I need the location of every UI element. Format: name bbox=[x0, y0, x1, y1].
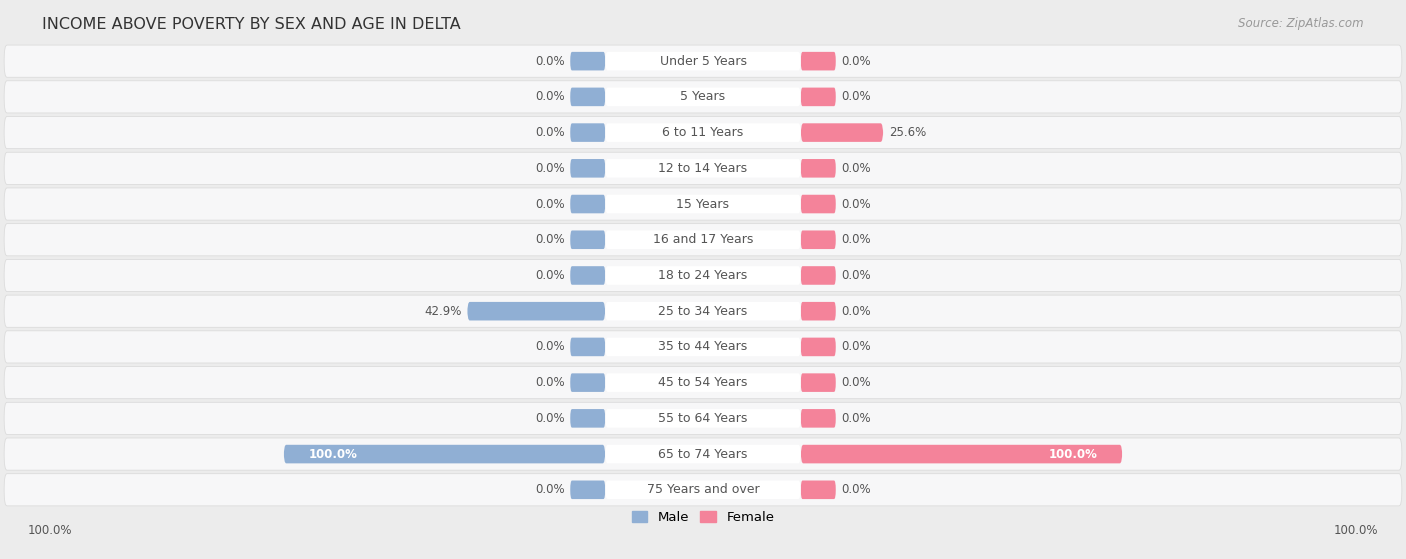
FancyBboxPatch shape bbox=[4, 81, 1402, 113]
FancyBboxPatch shape bbox=[605, 230, 801, 249]
FancyBboxPatch shape bbox=[605, 445, 801, 463]
FancyBboxPatch shape bbox=[4, 295, 1402, 327]
FancyBboxPatch shape bbox=[4, 188, 1402, 220]
Text: 25 to 34 Years: 25 to 34 Years bbox=[658, 305, 748, 318]
FancyBboxPatch shape bbox=[4, 402, 1402, 434]
Text: 100.0%: 100.0% bbox=[1049, 448, 1098, 461]
FancyBboxPatch shape bbox=[4, 259, 1402, 292]
FancyBboxPatch shape bbox=[571, 88, 605, 106]
Text: 0.0%: 0.0% bbox=[841, 305, 870, 318]
FancyBboxPatch shape bbox=[571, 481, 605, 499]
FancyBboxPatch shape bbox=[571, 266, 605, 285]
FancyBboxPatch shape bbox=[801, 195, 835, 214]
FancyBboxPatch shape bbox=[571, 338, 605, 356]
Text: 0.0%: 0.0% bbox=[841, 91, 870, 103]
FancyBboxPatch shape bbox=[605, 52, 801, 70]
FancyBboxPatch shape bbox=[605, 124, 801, 142]
FancyBboxPatch shape bbox=[571, 159, 605, 178]
FancyBboxPatch shape bbox=[467, 302, 605, 320]
FancyBboxPatch shape bbox=[605, 481, 801, 499]
Text: INCOME ABOVE POVERTY BY SEX AND AGE IN DELTA: INCOME ABOVE POVERTY BY SEX AND AGE IN D… bbox=[42, 17, 461, 32]
Text: 0.0%: 0.0% bbox=[536, 197, 565, 211]
Text: 42.9%: 42.9% bbox=[425, 305, 461, 318]
Text: 0.0%: 0.0% bbox=[841, 55, 870, 68]
Text: 0.0%: 0.0% bbox=[841, 162, 870, 175]
FancyBboxPatch shape bbox=[4, 367, 1402, 399]
Text: 0.0%: 0.0% bbox=[536, 55, 565, 68]
FancyBboxPatch shape bbox=[605, 302, 801, 320]
Text: 45 to 54 Years: 45 to 54 Years bbox=[658, 376, 748, 389]
Text: 0.0%: 0.0% bbox=[841, 376, 870, 389]
Text: 0.0%: 0.0% bbox=[536, 91, 565, 103]
FancyBboxPatch shape bbox=[801, 302, 835, 320]
FancyBboxPatch shape bbox=[4, 331, 1402, 363]
FancyBboxPatch shape bbox=[801, 373, 835, 392]
FancyBboxPatch shape bbox=[571, 230, 605, 249]
FancyBboxPatch shape bbox=[571, 124, 605, 142]
Text: 16 and 17 Years: 16 and 17 Years bbox=[652, 233, 754, 247]
Text: 15 Years: 15 Years bbox=[676, 197, 730, 211]
Text: 0.0%: 0.0% bbox=[536, 376, 565, 389]
FancyBboxPatch shape bbox=[801, 481, 835, 499]
Text: 35 to 44 Years: 35 to 44 Years bbox=[658, 340, 748, 353]
Text: 18 to 24 Years: 18 to 24 Years bbox=[658, 269, 748, 282]
FancyBboxPatch shape bbox=[4, 152, 1402, 184]
FancyBboxPatch shape bbox=[4, 45, 1402, 77]
FancyBboxPatch shape bbox=[801, 230, 835, 249]
FancyBboxPatch shape bbox=[4, 438, 1402, 470]
Text: 0.0%: 0.0% bbox=[841, 197, 870, 211]
Text: 0.0%: 0.0% bbox=[536, 126, 565, 139]
Text: Under 5 Years: Under 5 Years bbox=[659, 55, 747, 68]
FancyBboxPatch shape bbox=[801, 266, 835, 285]
Text: 0.0%: 0.0% bbox=[841, 233, 870, 247]
FancyBboxPatch shape bbox=[801, 124, 883, 142]
FancyBboxPatch shape bbox=[801, 52, 835, 70]
FancyBboxPatch shape bbox=[801, 445, 1122, 463]
Text: 100.0%: 100.0% bbox=[308, 448, 357, 461]
Text: 0.0%: 0.0% bbox=[536, 162, 565, 175]
Text: 75 Years and over: 75 Years and over bbox=[647, 484, 759, 496]
FancyBboxPatch shape bbox=[801, 409, 835, 428]
FancyBboxPatch shape bbox=[571, 52, 605, 70]
FancyBboxPatch shape bbox=[801, 159, 835, 178]
FancyBboxPatch shape bbox=[605, 159, 801, 178]
Text: 0.0%: 0.0% bbox=[536, 412, 565, 425]
FancyBboxPatch shape bbox=[605, 338, 801, 356]
Text: 0.0%: 0.0% bbox=[841, 340, 870, 353]
Text: 5 Years: 5 Years bbox=[681, 91, 725, 103]
FancyBboxPatch shape bbox=[4, 116, 1402, 149]
Text: 0.0%: 0.0% bbox=[536, 340, 565, 353]
Text: 0.0%: 0.0% bbox=[536, 233, 565, 247]
FancyBboxPatch shape bbox=[605, 195, 801, 214]
FancyBboxPatch shape bbox=[605, 409, 801, 428]
Text: 55 to 64 Years: 55 to 64 Years bbox=[658, 412, 748, 425]
Text: 0.0%: 0.0% bbox=[841, 484, 870, 496]
Text: 25.6%: 25.6% bbox=[889, 126, 927, 139]
Text: 0.0%: 0.0% bbox=[841, 269, 870, 282]
Text: 0.0%: 0.0% bbox=[536, 269, 565, 282]
FancyBboxPatch shape bbox=[605, 373, 801, 392]
FancyBboxPatch shape bbox=[801, 338, 835, 356]
Text: 100.0%: 100.0% bbox=[1333, 524, 1378, 537]
Text: 0.0%: 0.0% bbox=[841, 412, 870, 425]
Text: 100.0%: 100.0% bbox=[28, 524, 73, 537]
FancyBboxPatch shape bbox=[284, 445, 605, 463]
Text: 65 to 74 Years: 65 to 74 Years bbox=[658, 448, 748, 461]
FancyBboxPatch shape bbox=[4, 473, 1402, 506]
Text: Source: ZipAtlas.com: Source: ZipAtlas.com bbox=[1239, 17, 1364, 30]
Legend: Male, Female: Male, Female bbox=[626, 505, 780, 529]
FancyBboxPatch shape bbox=[605, 88, 801, 106]
FancyBboxPatch shape bbox=[571, 195, 605, 214]
FancyBboxPatch shape bbox=[571, 409, 605, 428]
FancyBboxPatch shape bbox=[801, 88, 835, 106]
FancyBboxPatch shape bbox=[571, 373, 605, 392]
Text: 6 to 11 Years: 6 to 11 Years bbox=[662, 126, 744, 139]
Text: 12 to 14 Years: 12 to 14 Years bbox=[658, 162, 748, 175]
FancyBboxPatch shape bbox=[605, 266, 801, 285]
Text: 0.0%: 0.0% bbox=[536, 484, 565, 496]
FancyBboxPatch shape bbox=[4, 224, 1402, 256]
